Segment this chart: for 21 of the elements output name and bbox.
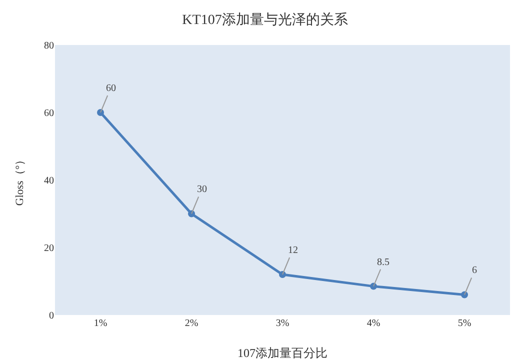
data-label: 30 [197,184,207,195]
x-tick-label: 3% [276,318,290,329]
data-label: 6 [472,265,477,276]
data-label: 60 [106,83,116,94]
y-tick-label: 60 [44,108,54,119]
point [370,282,377,290]
x-axis-title: 107添加量百分比 [238,346,328,360]
point [97,109,104,116]
x-tick-label: 2% [184,318,198,329]
y-tick-label: 80 [44,40,54,52]
chart-title: KT107添加量与光泽的关系 [182,12,348,28]
y-tick-label: 40 [44,176,54,186]
point [279,271,286,278]
data-label: 12 [288,245,298,256]
y-tick-label: 0 [49,310,54,322]
data-label: 8.5 [377,257,390,268]
x-tick-label: 1% [94,318,108,329]
x-tick-label: 4% [366,318,380,329]
y-tick-label: 20 [44,243,54,254]
x-tick-label: 5% [458,318,472,329]
y-axis-title: Gloss（°） [14,154,26,206]
